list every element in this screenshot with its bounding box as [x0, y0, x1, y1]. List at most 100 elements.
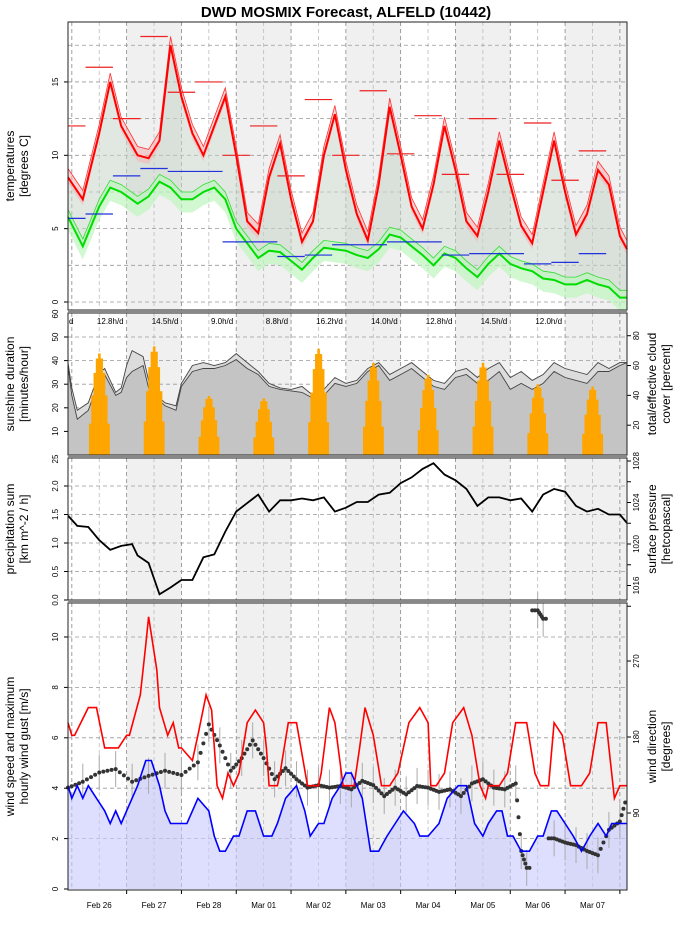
- wind-direction-point: [130, 779, 135, 784]
- wind-direction-point: [297, 779, 302, 784]
- sunshine-bar: [378, 400, 382, 455]
- temperature-line: [67, 45, 628, 250]
- sunshine-bar: [367, 380, 371, 455]
- ytick-label-direction: 180: [632, 730, 641, 744]
- wind-direction-point: [598, 846, 603, 851]
- sunshine-bar: [93, 372, 97, 455]
- wind-direction-point: [142, 775, 147, 780]
- ytick-label-temp: 10: [51, 150, 60, 159]
- wind-direction-point: [601, 840, 606, 845]
- ylabel-precip: precipitation sum: [3, 484, 17, 575]
- daily-sunshine-label-clipped: d: [69, 317, 73, 326]
- sunshine-bar: [216, 436, 220, 455]
- ytick-label-cloud: 80: [632, 331, 641, 340]
- sunshine-bar: [205, 398, 209, 455]
- dewpoint-uncertainty-band: [68, 174, 627, 311]
- sunshine-bar: [422, 390, 425, 455]
- wind-direction-point: [520, 853, 525, 858]
- wind-direction-point: [105, 768, 110, 773]
- wind-direction-point: [93, 772, 98, 777]
- ylabel-cloud: cover [percent]: [659, 344, 673, 423]
- wind-direction-point: [253, 742, 258, 747]
- wind-direction-point: [272, 777, 277, 782]
- sunshine-bar: [310, 392, 314, 455]
- wind-direction-point: [109, 767, 114, 772]
- sunshine-bar: [326, 422, 330, 455]
- wind-speed-area: [68, 760, 627, 889]
- xtick-label: Feb 28: [196, 901, 221, 910]
- wind-direction-point: [195, 760, 200, 765]
- wind-direction-point: [541, 616, 546, 621]
- ytick-label-cloud: 20: [632, 420, 641, 429]
- sunshine-bar: [488, 400, 492, 455]
- wind-direction-point: [242, 751, 247, 756]
- wind-direction-point: [126, 776, 131, 781]
- sunshine-bar: [269, 421, 272, 455]
- sunshine-bar: [582, 433, 585, 455]
- sunshine-bar: [541, 397, 544, 455]
- sunshine-bar: [255, 421, 259, 455]
- ylabel-temp: [degrees C]: [17, 135, 31, 197]
- xtick-label: Feb 26: [87, 901, 112, 910]
- wind-direction-point: [231, 765, 236, 770]
- wind-direction-point: [524, 865, 529, 870]
- sunshine-bar: [262, 398, 266, 455]
- wind-direction-point: [256, 747, 261, 752]
- sunshine-bar: [155, 351, 158, 455]
- temp-uncertainty-band: [68, 36, 627, 256]
- wind-direction-point: [121, 773, 126, 778]
- sunshine-bar: [100, 358, 103, 455]
- sunshine-bar: [209, 398, 213, 455]
- xtick-label: Mar 05: [470, 901, 495, 910]
- wind-direction-point: [302, 783, 307, 788]
- sunshine-bar: [148, 367, 151, 455]
- xtick-label: Mar 06: [525, 901, 550, 910]
- ytick-label-wind: 0: [51, 886, 60, 891]
- wind-direction-point: [384, 792, 389, 796]
- xtick-label: Mar 07: [580, 901, 605, 910]
- wind-direction-point: [515, 798, 520, 803]
- sunshine-bar: [212, 407, 215, 455]
- wind-direction-point: [73, 782, 78, 787]
- ylabel-sunshine: sunshine duration: [3, 337, 17, 432]
- sunshine-bar: [253, 437, 256, 455]
- sunshine-bar: [589, 389, 592, 455]
- sunshine-bar: [198, 436, 202, 455]
- wind-direction-point: [269, 771, 274, 776]
- sunshine-bar: [107, 423, 110, 455]
- sunshine-bar: [431, 390, 435, 455]
- ytick-label-wind: 8: [51, 685, 60, 690]
- sunshine-bar: [474, 400, 478, 455]
- sunshine-bar: [531, 397, 535, 455]
- ytick-label-precip: 0.0: [51, 594, 60, 606]
- wind-direction-point: [69, 784, 74, 789]
- sunshine-bar: [527, 433, 530, 455]
- wind-direction-point: [217, 743, 222, 748]
- sunshine-bar: [324, 392, 327, 455]
- wind-direction-point: [404, 792, 409, 797]
- wind-direction-point: [617, 819, 622, 824]
- ytick-label-pressure: 1028: [632, 452, 641, 470]
- ytick-label-precip-top: 25: [51, 454, 60, 463]
- wind-direction-point: [97, 770, 102, 775]
- wind-speed-line: [67, 759, 627, 853]
- ytick-label-wind: 10: [51, 632, 60, 641]
- wind-direction-point: [387, 789, 392, 794]
- sunshine-bar: [586, 399, 590, 455]
- sunshine-bar: [529, 413, 533, 455]
- wind-direction-point: [376, 788, 381, 793]
- sunshine-bar: [308, 422, 311, 455]
- sunshine-bar: [591, 386, 594, 455]
- daily-sunshine-label: 9.0h/d: [211, 317, 233, 326]
- ytick-label-direction: 270: [632, 654, 641, 668]
- xtick-label: Mar 03: [361, 901, 386, 910]
- wind-direction-point: [527, 865, 532, 870]
- ytick-label-direction: 90: [632, 808, 641, 817]
- ytick-label-pressure: 1020: [632, 535, 641, 553]
- wind-direction-point: [146, 773, 151, 778]
- wind-direction-point: [101, 769, 106, 774]
- wind-direction-point: [179, 773, 184, 777]
- daily-sunshine-label: 14.5h/d: [481, 317, 508, 326]
- wind-gust-line: [67, 616, 627, 802]
- wind-direction-point: [523, 861, 528, 866]
